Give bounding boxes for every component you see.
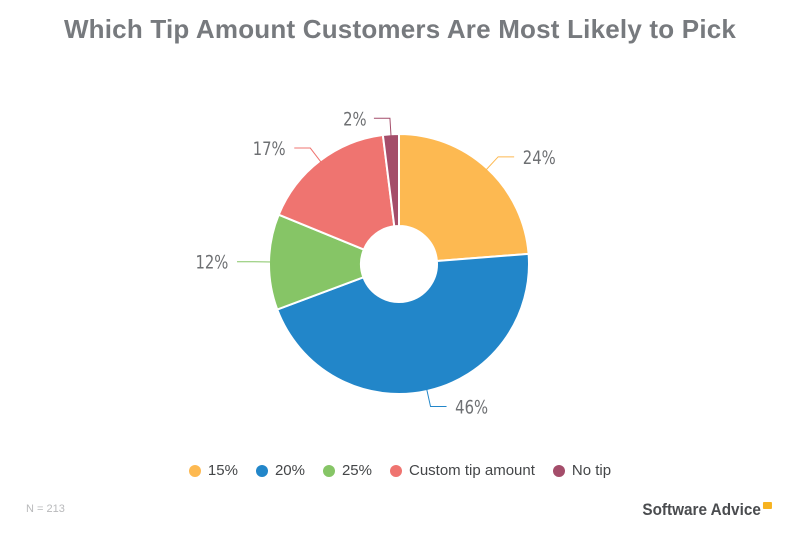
legend-item-no-tip: No tip xyxy=(552,462,612,479)
slice-25 xyxy=(268,213,366,311)
brand-name: Software Advice xyxy=(642,500,762,519)
data-label-no-tip: 2% xyxy=(343,109,366,131)
slice-no-tip xyxy=(381,132,400,228)
slice-custom xyxy=(277,133,396,251)
data-label-15: 24% xyxy=(523,147,556,169)
legend-label: 15% xyxy=(207,462,238,479)
legend-label: 20% xyxy=(274,462,305,479)
chart-title: Which Tip Amount Customers Are Most Like… xyxy=(63,14,737,44)
legend-label: 25% xyxy=(341,462,372,479)
data-label-custom: 17% xyxy=(253,138,286,160)
leader-line-15 xyxy=(484,156,515,172)
legend-swatch xyxy=(552,464,565,477)
legend-swatch xyxy=(188,464,201,477)
leader-line-20 xyxy=(425,386,447,408)
leader-line-custom xyxy=(294,147,323,165)
data-label-20: 46% xyxy=(455,397,488,419)
legend-label: No tip xyxy=(571,462,612,479)
slice-15 xyxy=(398,132,530,263)
legend-swatch xyxy=(322,464,335,477)
leader-line-no-tip xyxy=(373,117,392,139)
legend-label: Custom tip amount xyxy=(409,462,535,479)
legend-swatch xyxy=(390,464,402,477)
chart-legend: 15% 20% 25% Custom tip amount No tip xyxy=(0,462,800,479)
legend-item-20: 20% xyxy=(255,462,305,479)
brand-logo: Software Advice xyxy=(643,500,772,520)
sample-size-note: N = 213 xyxy=(26,503,65,515)
legend-item-25: 25% xyxy=(322,462,372,479)
legend-item-custom: Custom tip amount xyxy=(390,462,535,479)
slice-20 xyxy=(275,252,530,395)
legend-swatch xyxy=(255,464,268,477)
speech-bubble-icon xyxy=(763,502,772,509)
legend-item-15: 15% xyxy=(188,462,238,479)
data-label-25: 12% xyxy=(195,252,228,274)
